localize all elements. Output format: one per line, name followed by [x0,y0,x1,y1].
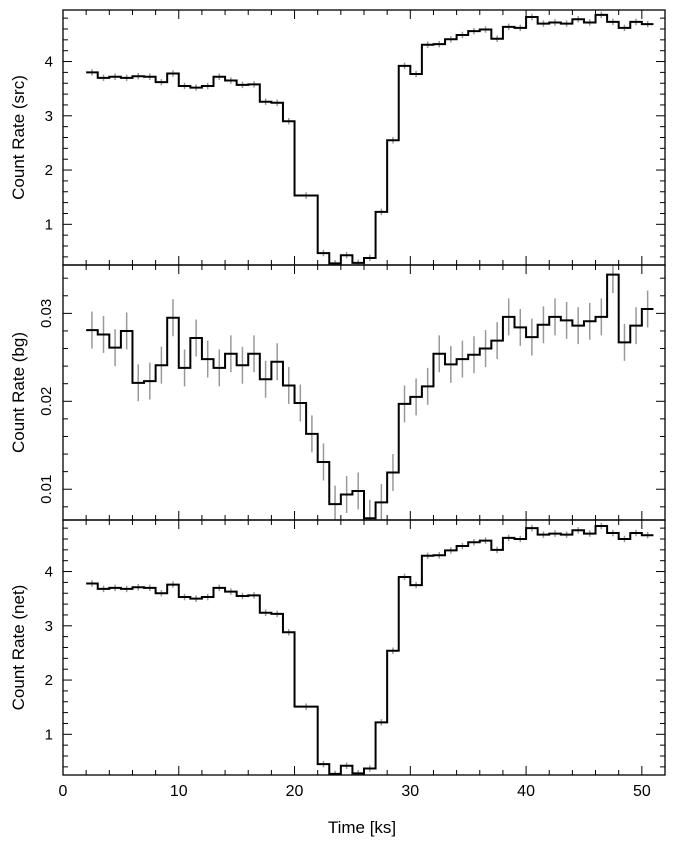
x-tick-label: 40 [517,783,535,800]
panel-2-frame [62,264,666,521]
x-tick-label: 50 [633,783,651,800]
y-tick-label: 3 [45,618,53,635]
y-tick-label: 0.03 [38,299,55,328]
y-axis-label: Count Rate (net) [9,585,28,711]
panel-1: 1 2 3 4 Count Rate (src) [9,9,666,266]
x-tick-label: 20 [286,783,304,800]
y-axis-label: Count Rate (bg) [9,332,28,453]
series-line [86,524,654,775]
x-tick-label: 10 [170,783,188,800]
y-tick-label: 1 [45,216,53,233]
panel-3: 1 2 3 4 Count Rate (net) [9,519,666,776]
y-tick-label: 4 [45,54,53,71]
series-line [86,13,654,265]
y-tick-label: 0.02 [38,387,55,416]
y-tick-label: 2 [45,672,53,689]
panel-1-frame [62,9,666,266]
panel-3-plot-area [86,522,654,775]
y-tick-label: 2 [45,162,53,179]
panel-1-plot-area [86,11,654,265]
y-axis-label: Count Rate (src) [9,75,28,200]
x-tick-label: 0 [59,783,68,800]
y-tick-label: 3 [45,108,53,125]
y-tick-label: 1 [45,726,53,743]
panel-2-plot-area [86,265,654,520]
y-tick-label: 0.01 [38,475,55,504]
panel-2: 0.01 0.02 0.03 Count Rate (bg) [9,264,666,521]
panel-3-frame [62,519,666,776]
y-tick-label: 4 [45,564,53,581]
series-line [86,273,654,520]
x-tick-label: 30 [401,783,419,800]
x-axis-label: Time [ks] [328,818,396,837]
